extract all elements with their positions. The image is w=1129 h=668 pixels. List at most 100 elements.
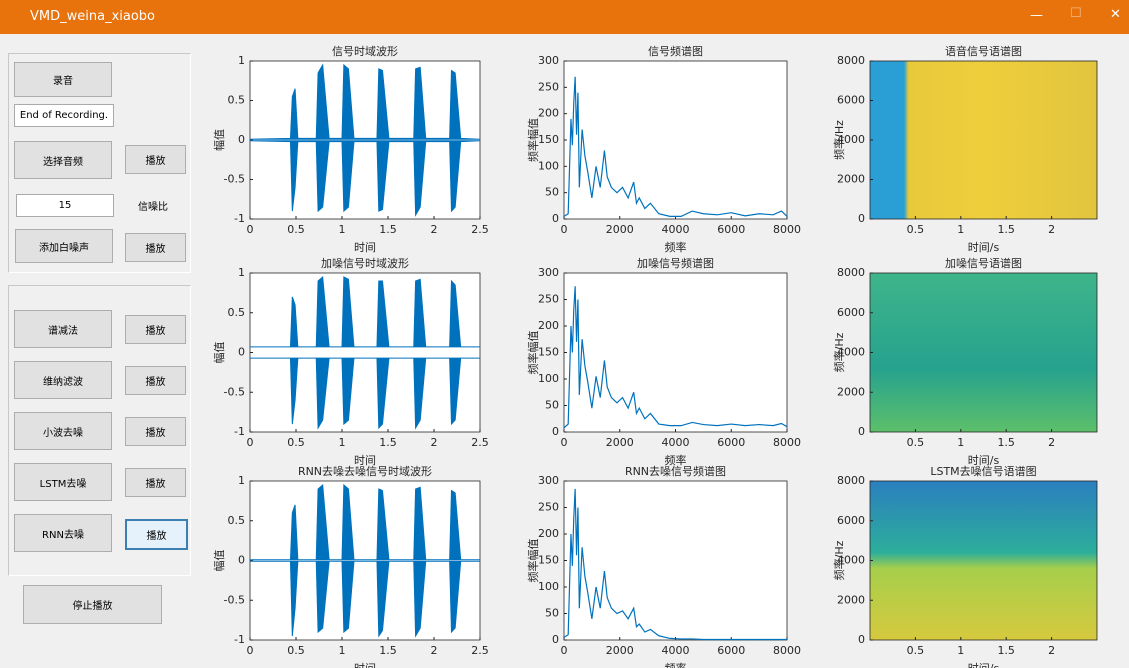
x-tick-label: 2 (431, 436, 438, 449)
charts: 信号时域波形时间幅值00.511.522.5-1-0.500.51信号频谱图频率… (0, 0, 1129, 668)
x-tick-label: 8000 (773, 223, 801, 236)
y-tick-label: 250 (538, 501, 559, 514)
plot-area (564, 273, 787, 432)
y-tick-label: 0 (858, 633, 865, 646)
y-tick-label: 0 (552, 633, 559, 646)
y-tick-label: 0.5 (228, 94, 246, 107)
y-tick-label: 2000 (837, 593, 865, 606)
y-tick-label: 2000 (837, 385, 865, 398)
plot-area (564, 481, 787, 640)
x-tick-label: 6000 (717, 644, 745, 657)
x-axis-label: 频率 (665, 240, 687, 254)
x-axis-label: 时间/s (968, 662, 1000, 668)
y-tick-label: 200 (538, 319, 559, 332)
x-axis-label: 时间 (354, 241, 376, 254)
x-tick-label: 1 (339, 436, 346, 449)
plot-area (250, 273, 480, 432)
y-tick-label: -1 (234, 212, 245, 225)
y-tick-label: 100 (538, 372, 559, 385)
x-tick-label: 1.5 (997, 436, 1015, 449)
x-tick-label: 0.5 (907, 223, 925, 236)
y-tick-label: 100 (538, 580, 559, 593)
chart-title: RNN去噪去噪信号时域波形 (298, 465, 432, 478)
spectrogram-image (870, 481, 1097, 640)
y-tick-label: 150 (538, 346, 559, 359)
y-tick-label: 0 (858, 425, 865, 438)
y-tick-label: 6000 (837, 94, 865, 107)
y-tick-label: 0 (238, 133, 245, 146)
y-axis-label: 幅值 (213, 129, 226, 151)
y-tick-label: 200 (538, 527, 559, 540)
x-tick-label: 0 (247, 223, 254, 236)
x-tick-label: 0 (247, 436, 254, 449)
x-axis-label: 频率 (665, 661, 687, 668)
y-tick-label: 0 (552, 212, 559, 225)
plot-area (250, 481, 480, 640)
x-tick-label: 0 (561, 436, 568, 449)
x-tick-label: 1 (339, 644, 346, 657)
y-tick-label: 0.5 (228, 306, 246, 319)
chart-title: 信号频谱图 (648, 44, 703, 58)
x-tick-label: 6000 (717, 223, 745, 236)
x-tick-label: 0.5 (907, 436, 925, 449)
x-tick-label: 8000 (773, 644, 801, 657)
y-tick-label: 6000 (837, 514, 865, 527)
x-tick-label: 4000 (662, 223, 690, 236)
y-tick-label: 1 (238, 54, 245, 67)
y-tick-label: -0.5 (224, 173, 245, 186)
chart-title: LSTM去噪信号语谱图 (930, 464, 1036, 478)
y-tick-label: 150 (538, 554, 559, 567)
x-tick-label: 0.5 (287, 644, 305, 657)
x-axis-label: 时间/s (968, 241, 1000, 254)
x-tick-label: 0 (561, 644, 568, 657)
spectrogram-image (870, 61, 1097, 219)
y-tick-label: 50 (545, 607, 559, 620)
x-tick-label: 0.5 (287, 436, 305, 449)
y-tick-label: 300 (538, 474, 559, 487)
y-tick-label: 300 (538, 54, 559, 67)
y-tick-label: -1 (234, 633, 245, 646)
app: {"window": {"title": "VMD_weina_xiaobo"}… (0, 0, 1129, 668)
y-tick-label: 8000 (837, 266, 865, 279)
x-tick-label: 2000 (606, 644, 634, 657)
x-tick-label: 0 (561, 223, 568, 236)
y-tick-label: 0 (238, 554, 245, 567)
y-tick-label: 0 (238, 346, 245, 359)
y-tick-label: 100 (538, 159, 559, 172)
x-tick-label: 1.5 (379, 644, 397, 657)
plot-area (564, 61, 787, 219)
y-tick-label: 0.5 (228, 514, 246, 527)
x-tick-label: 2 (431, 644, 438, 657)
y-tick-label: 50 (545, 399, 559, 412)
chart-title: 加噪信号语谱图 (945, 256, 1022, 270)
x-tick-label: 1.5 (379, 436, 397, 449)
y-tick-label: 8000 (837, 54, 865, 67)
x-tick-label: 1.5 (997, 644, 1015, 657)
x-tick-label: 1 (957, 436, 964, 449)
y-tick-label: 250 (538, 293, 559, 306)
plot-area (250, 61, 480, 219)
chart-title: 信号时域波形 (332, 45, 398, 58)
x-tick-label: 1 (339, 223, 346, 236)
chart-title: 加噪信号时域波形 (321, 257, 409, 270)
y-tick-label: 2000 (837, 173, 865, 186)
x-axis-label: 时间 (354, 662, 376, 668)
y-tick-label: -1 (234, 425, 245, 438)
y-tick-label: -0.5 (224, 385, 245, 398)
x-tick-label: 4000 (662, 644, 690, 657)
x-tick-label: 2 (1048, 436, 1055, 449)
y-tick-label: 50 (545, 186, 559, 199)
y-tick-label: 0 (552, 425, 559, 438)
spectrogram-image (870, 273, 1097, 432)
x-tick-label: 0.5 (287, 223, 305, 236)
y-tick-label: 300 (538, 266, 559, 279)
x-tick-label: 1 (957, 644, 964, 657)
x-tick-label: 1.5 (379, 223, 397, 236)
x-tick-label: 4000 (662, 436, 690, 449)
x-tick-label: 1.5 (997, 223, 1015, 236)
chart-title: 语音信号语谱图 (945, 44, 1022, 58)
x-tick-label: 8000 (773, 436, 801, 449)
y-tick-label: 150 (538, 133, 559, 146)
y-tick-label: 4000 (837, 346, 865, 359)
x-tick-label: 2.5 (471, 436, 489, 449)
